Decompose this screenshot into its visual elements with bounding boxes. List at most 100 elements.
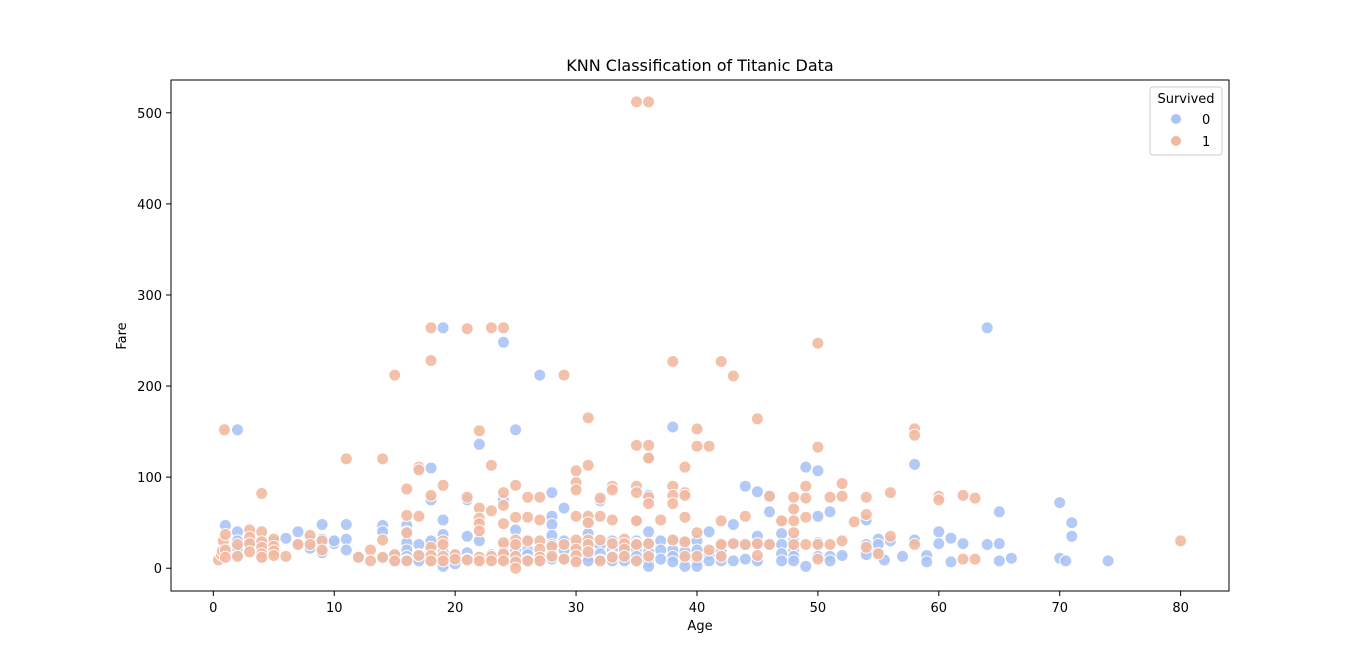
scatter-point-survived-1 <box>243 545 257 559</box>
scatter-point-survived-1 <box>763 538 776 551</box>
scatter-point-survived-0 <box>1065 529 1079 543</box>
x-tick-label: 0 <box>209 601 217 616</box>
scatter-point-survived-1 <box>424 488 438 502</box>
scatter-point-survived-1 <box>267 549 281 562</box>
scatter-point-survived-1 <box>605 513 619 527</box>
scatter-point-survived-1 <box>811 440 825 454</box>
scatter-point-survived-0 <box>545 518 559 531</box>
scatter-point-survived-1 <box>605 550 619 564</box>
scatter-point-survived-1 <box>436 538 450 551</box>
y-tick-label: 200 <box>137 380 162 395</box>
scatter-point-survived-1 <box>787 490 801 504</box>
scatter-point-survived-0 <box>497 335 510 349</box>
scatter-point-survived-1 <box>231 549 244 563</box>
scatter-point-survived-1 <box>509 538 523 551</box>
scatter-point-survived-0 <box>557 501 571 515</box>
scatter-point-survived-1 <box>509 478 523 492</box>
scatter-point-survived-1 <box>811 538 825 551</box>
scatter-point-survived-0 <box>702 554 716 568</box>
scatter-point-survived-1 <box>932 493 946 507</box>
scatter-point-survived-1 <box>956 552 970 566</box>
scatter-point-survived-1 <box>424 354 438 367</box>
x-tick-label: 20 <box>447 601 464 616</box>
scatter-point-survived-1 <box>533 554 547 568</box>
y-tick-label: 500 <box>137 107 162 122</box>
x-tick-label: 50 <box>810 601 827 616</box>
scatter-point-survived-1 <box>497 554 510 568</box>
scatter-point-survived-1 <box>678 510 692 524</box>
scatter-point-survived-1 <box>218 550 232 564</box>
scatter-point-survived-1 <box>787 538 801 551</box>
scatter-point-survived-0 <box>823 554 837 568</box>
scatter-point-survived-1 <box>436 554 450 568</box>
scatter-point-survived-0 <box>763 505 776 519</box>
scatter-point-survived-1 <box>811 336 825 350</box>
scatter-point-survived-0 <box>738 479 752 493</box>
scatter-point-survived-1 <box>217 423 231 437</box>
scatter-point-survived-1 <box>908 428 922 442</box>
scatter-point-survived-1 <box>835 534 849 548</box>
legend-box <box>1149 86 1223 156</box>
y-tick-label: 100 <box>137 471 162 486</box>
scatter-point-survived-1 <box>351 550 365 564</box>
scatter-point-survived-1 <box>968 552 982 566</box>
scatter-point-survived-0 <box>666 555 680 569</box>
scatter-point-survived-1 <box>690 439 704 453</box>
scatter-point-survived-1 <box>593 533 607 547</box>
scatter-point-survived-1 <box>835 489 849 503</box>
scatter-point-survived-1 <box>303 538 317 551</box>
x-tick-label: 30 <box>568 601 585 616</box>
scatter-point-survived-0 <box>932 525 946 539</box>
scatter-point-survived-1 <box>460 553 474 567</box>
scatter-point-survived-1 <box>255 487 269 500</box>
scatter-point-survived-1 <box>315 543 329 557</box>
scatter-point-survived-1 <box>533 490 547 504</box>
scatter-point-survived-0 <box>787 554 801 568</box>
scatter-point-survived-1 <box>484 504 498 518</box>
scatter-point-survived-1 <box>738 509 752 523</box>
scatter-point-survived-1 <box>521 534 535 548</box>
scatter-point-survived-1 <box>376 550 390 564</box>
scatter-point-survived-1 <box>690 549 704 563</box>
scatter-point-survived-1 <box>714 355 728 368</box>
scatter-point-survived-1 <box>388 554 402 568</box>
scatter-point-survived-1 <box>690 422 704 436</box>
scatter-point-survived-0 <box>1101 554 1115 568</box>
scatter-point-survived-1 <box>775 514 789 528</box>
scatter-point-survived-1 <box>690 526 704 540</box>
scatter-point-survived-0 <box>666 420 680 434</box>
scatter-point-survived-0 <box>436 513 450 527</box>
scatter-point-survived-1 <box>231 538 244 551</box>
scatter-point-survived-1 <box>811 552 825 566</box>
scatter-point-survived-0 <box>799 460 813 474</box>
scatter-point-survived-1 <box>581 545 595 559</box>
scatter-point-survived-1 <box>871 547 885 561</box>
scatter-point-survived-1 <box>605 537 619 551</box>
scatter-point-survived-1 <box>484 458 498 472</box>
scatter-point-survived-1 <box>787 502 801 516</box>
scatter-point-survived-1 <box>642 95 656 109</box>
scatter-point-survived-0 <box>436 321 450 335</box>
scatter-point-survived-0 <box>726 518 740 531</box>
scatter-point-survived-1 <box>738 538 752 551</box>
scatter-point-survived-1 <box>883 486 897 500</box>
scatter-point-survived-1 <box>750 537 764 551</box>
scatter-point-survived-0 <box>980 538 994 551</box>
scatter-point-survived-0 <box>327 534 341 548</box>
x-tick-label: 70 <box>1051 601 1068 616</box>
scatter-point-survived-1 <box>593 554 607 568</box>
scatter-point-survived-0 <box>932 537 946 551</box>
scatter-point-survived-1 <box>630 438 643 452</box>
scatter-point-survived-1 <box>714 514 728 528</box>
scatter-point-survived-0 <box>1059 554 1073 568</box>
scatter-point-survived-1 <box>557 552 571 566</box>
scatter-point-survived-1 <box>763 489 776 503</box>
scatter-point-survived-1 <box>497 498 510 512</box>
scatter-point-survived-0 <box>726 554 740 568</box>
points-layer <box>211 95 1188 575</box>
scatter-point-survived-1 <box>666 355 680 368</box>
scatter-point-survived-1 <box>847 515 861 529</box>
scatter-point-survived-1 <box>497 536 510 550</box>
scatter-point-survived-0 <box>279 531 293 545</box>
scatter-point-survived-1 <box>702 543 716 557</box>
